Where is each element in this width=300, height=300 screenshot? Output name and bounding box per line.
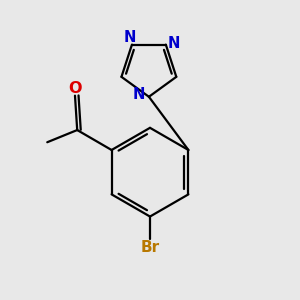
Text: O: O [68,81,82,96]
Text: N: N [167,36,180,51]
Text: N: N [133,87,145,102]
Text: Br: Br [140,240,160,255]
Text: N: N [124,30,136,45]
